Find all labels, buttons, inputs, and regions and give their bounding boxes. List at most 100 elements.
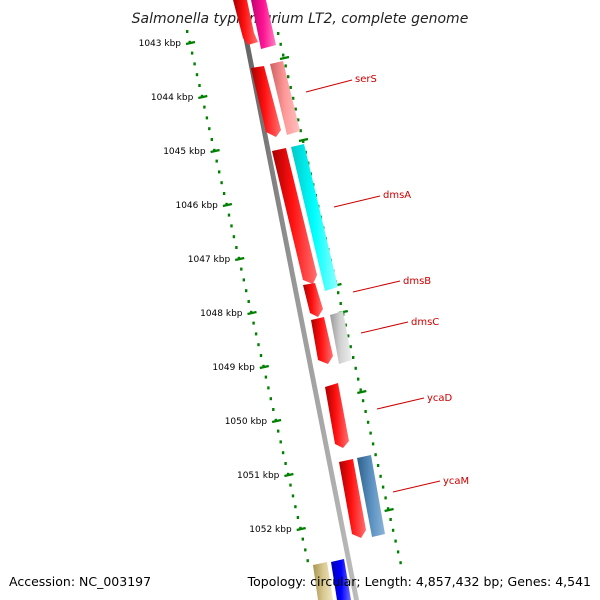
- outer-ring-dot: [371, 442, 375, 446]
- leader-ycam: [392, 480, 441, 493]
- scale-dot: [294, 505, 297, 509]
- outer-ring-dot: [347, 334, 350, 338]
- feature-olive: [313, 562, 333, 600]
- scale-label: 1049 kbp: [212, 363, 255, 373]
- outer-ring-dot: [339, 302, 342, 305]
- scale-major-tick: [198, 94, 208, 100]
- kbp-scale: 1043 kbp 1044 kbp 1045 kbp 1046 kbp 1047 kbp…: [139, 30, 309, 563]
- outer-ring-dot: [282, 53, 285, 57]
- scale-dot: [259, 354, 263, 357]
- scale-dot: [254, 332, 258, 336]
- scale-dot: [252, 321, 255, 325]
- outer-ring-dot: [277, 32, 280, 35]
- feature-blocks: [251, 0, 385, 600]
- outer-ring-dash: [384, 507, 394, 513]
- cds-arrow-dmsc: [311, 317, 333, 364]
- outer-ring-dash: [279, 55, 290, 61]
- scale-dot: [230, 224, 233, 228]
- scale-major-tick: [271, 418, 282, 424]
- scale-label: 1046 kbp: [175, 201, 218, 211]
- outer-ring-dot: [394, 539, 397, 543]
- leader-dmsc: [360, 321, 409, 334]
- outer-ring-dot: [279, 42, 282, 46]
- outer-ring-dot: [349, 345, 352, 349]
- gene-leader-lines: [305, 79, 441, 493]
- outer-ring-dot: [344, 323, 347, 327]
- outer-ring-dash: [357, 389, 367, 395]
- feature-dmsa: [291, 144, 338, 291]
- scale-label: 1050 kbp: [225, 417, 268, 427]
- scale-dot: [198, 84, 201, 87]
- scale-dot: [208, 127, 211, 131]
- outer-ring-dot: [381, 485, 385, 489]
- outer-ring-dot: [386, 507, 390, 511]
- scale-dot: [203, 105, 206, 109]
- scale-dot: [279, 440, 282, 444]
- scale-dot: [220, 181, 223, 185]
- outer-ring-dot: [294, 107, 297, 111]
- scale-dot: [186, 30, 189, 33]
- scale-dot: [289, 483, 292, 487]
- feature-blue: [331, 559, 351, 600]
- outer-ring-dot: [284, 64, 287, 68]
- scale-major-tick: [259, 364, 270, 370]
- scale-dot: [296, 516, 300, 519]
- feature-magenta: [251, 0, 276, 49]
- outer-ring-dot: [302, 140, 305, 143]
- outer-ring-dot: [337, 291, 340, 295]
- scale-major-tick: [284, 472, 294, 478]
- scale-dot: [269, 397, 272, 401]
- outer-ring-dot: [297, 118, 300, 122]
- leader-ycad: [376, 397, 425, 410]
- scale-major-tick: [210, 148, 220, 154]
- gene-label-dmsc: dmsC: [411, 317, 439, 328]
- scale-dot: [222, 192, 226, 195]
- outer-ring-dash: [298, 137, 309, 143]
- accession-text: Accession: NC_003197: [9, 574, 151, 589]
- gene-label-dmsb: dmsB: [403, 276, 431, 287]
- scale-major-tick: [296, 526, 306, 532]
- feature-ycam: [357, 455, 385, 537]
- outer-ring-dot: [289, 86, 292, 89]
- leader-dmsa: [333, 195, 381, 208]
- scale-dot: [284, 462, 287, 465]
- forward-strand-cds: [233, 0, 366, 538]
- outer-ring-dot: [292, 96, 295, 100]
- scale-dot: [264, 375, 268, 379]
- outer-ring-dot: [374, 453, 377, 457]
- outer-ring-dot: [391, 528, 395, 532]
- gene-labels: serS dmsA dmsB dmsC ycaD ycaM: [355, 74, 469, 487]
- scale-dot: [301, 537, 304, 541]
- scale-label: 1048 kbp: [200, 309, 243, 319]
- outer-ring-dot: [352, 356, 355, 359]
- outer-ring-dot: [359, 388, 362, 392]
- cds-arrow-ycad: [325, 383, 349, 448]
- outer-ring-dot: [364, 410, 367, 413]
- outer-ring-dot: [366, 420, 370, 424]
- scale-dot: [304, 548, 307, 552]
- leader-sers: [305, 79, 353, 93]
- feature-sers: [270, 61, 300, 135]
- scale-dot: [291, 494, 295, 498]
- scale-major-tick: [185, 40, 196, 46]
- scale-dot: [247, 300, 250, 303]
- feature-dmsc: [330, 311, 352, 364]
- scale-dot: [227, 213, 231, 217]
- scale-dot: [306, 559, 309, 563]
- scale-dot: [242, 278, 245, 282]
- outer-ring-dot: [384, 496, 387, 500]
- scale-dot: [240, 267, 243, 271]
- scale-label: 1047 kbp: [188, 255, 231, 265]
- scale-label: 1045 kbp: [163, 147, 206, 157]
- map-title: Salmonella typhimurium LT2, complete gen…: [132, 11, 469, 27]
- scale-dot: [205, 116, 209, 120]
- outer-ring-dot: [379, 474, 382, 478]
- leader-dmsb: [352, 280, 401, 293]
- gene-label-dmsa: dmsA: [383, 190, 411, 201]
- outer-ring-dot: [357, 377, 360, 381]
- genome-backbone: [236, 0, 359, 600]
- scale-dot: [235, 246, 238, 249]
- outer-ring-dot: [376, 464, 380, 467]
- outer-ring-dot: [369, 431, 372, 435]
